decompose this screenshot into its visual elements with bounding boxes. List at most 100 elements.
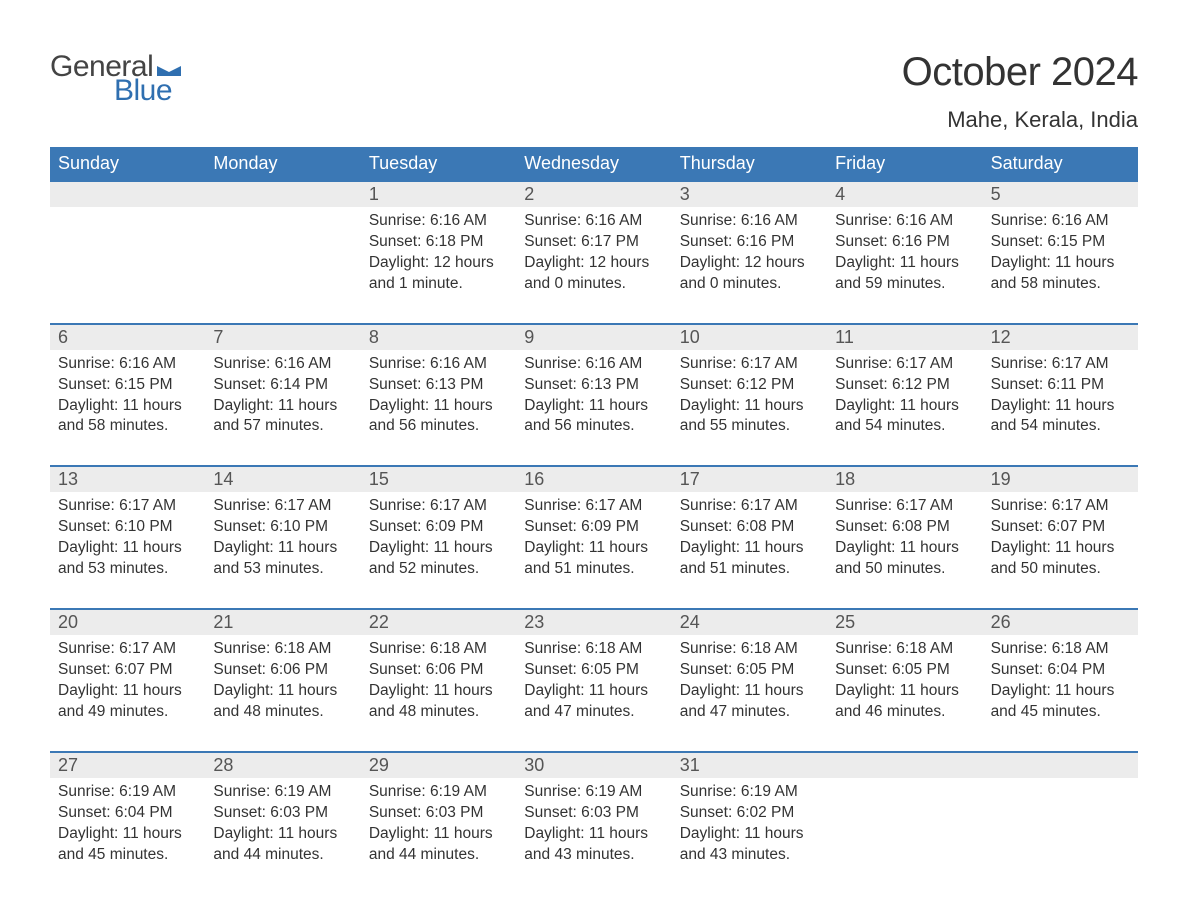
- weekday-label: Friday: [827, 147, 982, 180]
- day-sunset: Sunset: 6:03 PM: [213, 803, 352, 824]
- daynum-row: 2728293031: [50, 753, 1138, 778]
- logo-blue-text: Blue: [114, 74, 172, 108]
- day-cell: Sunrise: 6:19 AMSunset: 6:02 PMDaylight:…: [672, 778, 827, 894]
- day-daylight2: and 45 minutes.: [991, 702, 1130, 723]
- day-number: 29: [361, 753, 516, 778]
- day-sunrise: Sunrise: 6:16 AM: [524, 211, 663, 232]
- day-cell: Sunrise: 6:17 AMSunset: 6:09 PMDaylight:…: [361, 492, 516, 608]
- day-sunrise: Sunrise: 6:17 AM: [213, 496, 352, 517]
- day-cell: Sunrise: 6:16 AMSunset: 6:16 PMDaylight:…: [672, 207, 827, 323]
- day-daylight2: and 58 minutes.: [991, 274, 1130, 295]
- day-sunset: Sunset: 6:11 PM: [991, 375, 1130, 396]
- day-daylight2: and 50 minutes.: [991, 559, 1130, 580]
- day-number: 11: [827, 325, 982, 350]
- daynum-row: 6789101112: [50, 325, 1138, 350]
- week-row: 13141516171819Sunrise: 6:17 AMSunset: 6:…: [50, 465, 1138, 608]
- day-daylight1: Daylight: 11 hours: [680, 824, 819, 845]
- day-daylight2: and 51 minutes.: [524, 559, 663, 580]
- day-number: 21: [205, 610, 360, 635]
- day-sunset: Sunset: 6:08 PM: [835, 517, 974, 538]
- day-number: 1: [361, 182, 516, 207]
- day-sunset: Sunset: 6:06 PM: [213, 660, 352, 681]
- day-daylight2: and 43 minutes.: [680, 845, 819, 866]
- day-daylight1: Daylight: 11 hours: [835, 538, 974, 559]
- weekday-header-row: SundayMondayTuesdayWednesdayThursdayFrid…: [50, 147, 1138, 180]
- day-cell: [827, 778, 982, 894]
- day-sunrise: Sunrise: 6:16 AM: [680, 211, 819, 232]
- day-daylight2: and 56 minutes.: [524, 416, 663, 437]
- day-sunrise: Sunrise: 6:16 AM: [835, 211, 974, 232]
- day-sunrise: Sunrise: 6:19 AM: [58, 782, 197, 803]
- day-daylight1: Daylight: 11 hours: [524, 396, 663, 417]
- day-daylight1: Daylight: 11 hours: [369, 538, 508, 559]
- day-number: 4: [827, 182, 982, 207]
- day-sunrise: Sunrise: 6:19 AM: [213, 782, 352, 803]
- day-daylight1: Daylight: 12 hours: [680, 253, 819, 274]
- day-daylight2: and 47 minutes.: [680, 702, 819, 723]
- day-sunrise: Sunrise: 6:18 AM: [369, 639, 508, 660]
- day-sunset: Sunset: 6:08 PM: [680, 517, 819, 538]
- day-sunrise: Sunrise: 6:16 AM: [991, 211, 1130, 232]
- day-daylight2: and 48 minutes.: [213, 702, 352, 723]
- weekday-label: Wednesday: [516, 147, 671, 180]
- day-daylight2: and 59 minutes.: [835, 274, 974, 295]
- day-daylight1: Daylight: 11 hours: [58, 824, 197, 845]
- day-number: 8: [361, 325, 516, 350]
- day-sunset: Sunset: 6:06 PM: [369, 660, 508, 681]
- day-sunset: Sunset: 6:13 PM: [369, 375, 508, 396]
- day-cell: Sunrise: 6:18 AMSunset: 6:04 PMDaylight:…: [983, 635, 1138, 751]
- day-sunrise: Sunrise: 6:17 AM: [369, 496, 508, 517]
- location-text: Mahe, Kerala, India: [902, 107, 1138, 133]
- day-daylight2: and 53 minutes.: [213, 559, 352, 580]
- month-title: October 2024: [902, 50, 1138, 95]
- day-sunset: Sunset: 6:18 PM: [369, 232, 508, 253]
- day-number: 10: [672, 325, 827, 350]
- day-sunset: Sunset: 6:03 PM: [524, 803, 663, 824]
- day-daylight2: and 48 minutes.: [369, 702, 508, 723]
- day-sunset: Sunset: 6:09 PM: [369, 517, 508, 538]
- day-number: 7: [205, 325, 360, 350]
- day-daylight1: Daylight: 11 hours: [835, 396, 974, 417]
- day-sunset: Sunset: 6:04 PM: [991, 660, 1130, 681]
- day-sunset: Sunset: 6:15 PM: [58, 375, 197, 396]
- weekday-label: Monday: [205, 147, 360, 180]
- day-daylight1: Daylight: 12 hours: [524, 253, 663, 274]
- day-sunrise: Sunrise: 6:16 AM: [213, 354, 352, 375]
- day-daylight1: Daylight: 11 hours: [369, 396, 508, 417]
- day-number: 5: [983, 182, 1138, 207]
- day-sunrise: Sunrise: 6:17 AM: [835, 496, 974, 517]
- day-number: 15: [361, 467, 516, 492]
- day-cell: Sunrise: 6:17 AMSunset: 6:12 PMDaylight:…: [827, 350, 982, 466]
- day-sunset: Sunset: 6:15 PM: [991, 232, 1130, 253]
- day-daylight2: and 51 minutes.: [680, 559, 819, 580]
- day-daylight1: Daylight: 11 hours: [680, 681, 819, 702]
- day-cell: Sunrise: 6:16 AMSunset: 6:13 PMDaylight:…: [516, 350, 671, 466]
- day-sunset: Sunset: 6:14 PM: [213, 375, 352, 396]
- day-number: 12: [983, 325, 1138, 350]
- day-sunrise: Sunrise: 6:16 AM: [58, 354, 197, 375]
- day-daylight1: Daylight: 11 hours: [369, 824, 508, 845]
- day-cell: Sunrise: 6:18 AMSunset: 6:06 PMDaylight:…: [361, 635, 516, 751]
- week-row: 12345Sunrise: 6:16 AMSunset: 6:18 PMDayl…: [50, 180, 1138, 323]
- day-number: 25: [827, 610, 982, 635]
- day-sunset: Sunset: 6:05 PM: [524, 660, 663, 681]
- day-daylight2: and 44 minutes.: [213, 845, 352, 866]
- day-cell: Sunrise: 6:17 AMSunset: 6:07 PMDaylight:…: [983, 492, 1138, 608]
- day-daylight1: Daylight: 11 hours: [213, 824, 352, 845]
- week-row: 2728293031Sunrise: 6:19 AMSunset: 6:04 P…: [50, 751, 1138, 894]
- day-daylight2: and 0 minutes.: [524, 274, 663, 295]
- weekday-label: Saturday: [983, 147, 1138, 180]
- day-number: [205, 182, 360, 207]
- day-daylight2: and 58 minutes.: [58, 416, 197, 437]
- day-cell: Sunrise: 6:16 AMSunset: 6:18 PMDaylight:…: [361, 207, 516, 323]
- day-sunset: Sunset: 6:05 PM: [680, 660, 819, 681]
- day-sunrise: Sunrise: 6:17 AM: [680, 354, 819, 375]
- day-sunset: Sunset: 6:16 PM: [835, 232, 974, 253]
- day-sunrise: Sunrise: 6:18 AM: [680, 639, 819, 660]
- day-daylight2: and 57 minutes.: [213, 416, 352, 437]
- day-daylight2: and 54 minutes.: [835, 416, 974, 437]
- day-number: [827, 753, 982, 778]
- day-daylight2: and 47 minutes.: [524, 702, 663, 723]
- day-daylight1: Daylight: 11 hours: [524, 538, 663, 559]
- day-cell: Sunrise: 6:17 AMSunset: 6:07 PMDaylight:…: [50, 635, 205, 751]
